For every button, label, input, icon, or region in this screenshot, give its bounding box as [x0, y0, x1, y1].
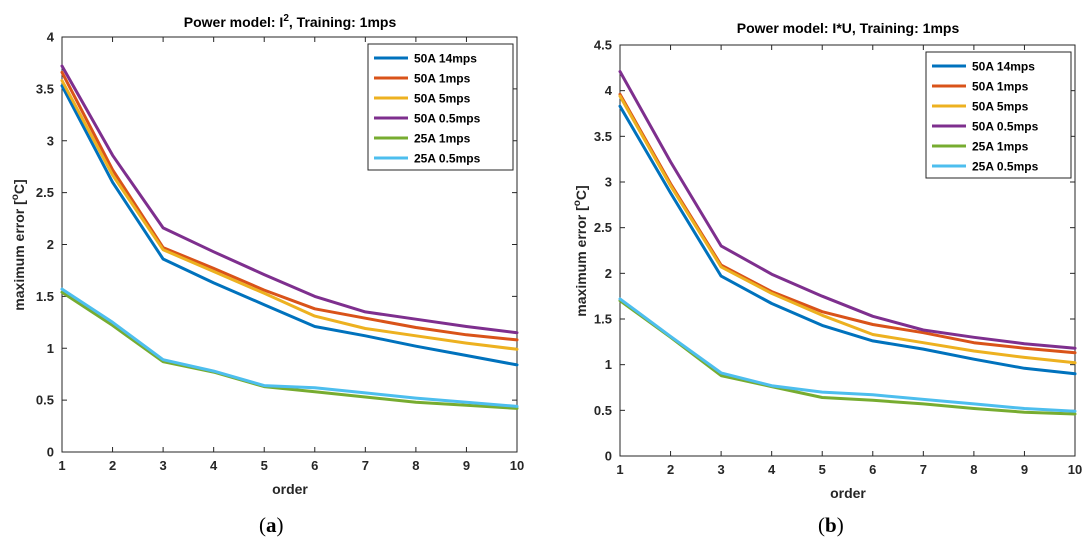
series-line [618, 70, 1077, 350]
x-tick-label: 5 [261, 458, 268, 473]
caption-a-letter: a [266, 513, 277, 537]
caption-b: (b) [818, 513, 844, 538]
y-tick-label: 4 [605, 83, 613, 98]
y-tick-label: 0 [47, 445, 54, 460]
y-tick-label: 0.5 [594, 403, 612, 418]
x-tick-label: 6 [869, 462, 876, 477]
chart-title-text: Power model: I [184, 14, 284, 30]
y-axis-label-text: maximum error [ [573, 206, 589, 317]
series-line [618, 297, 1077, 413]
series-line [60, 79, 519, 351]
x-tick-label: 8 [970, 462, 977, 477]
axes-box [619, 44, 1076, 457]
series-line [618, 104, 1077, 376]
caption-a-open: ( [259, 513, 266, 537]
y-axis-label-sup: o [10, 194, 21, 200]
legend-box [925, 51, 1072, 179]
y-tick-label: 4 [47, 30, 55, 45]
x-tick-label: 1 [616, 462, 623, 477]
y-axis-label-text: maximum error [ [11, 200, 27, 311]
legend-box [367, 43, 514, 171]
x-tick-label: 3 [717, 462, 724, 477]
series-line [60, 64, 519, 335]
legend-label: 50A 0.5mps [972, 120, 1039, 134]
x-tick-label: 9 [463, 458, 470, 473]
y-tick-label: 1.5 [594, 312, 612, 327]
x-tick-label: 9 [1021, 462, 1028, 477]
y-axis-label: maximum error [oC] [572, 185, 589, 316]
legend-label: 50A 0.5mps [414, 112, 481, 126]
chart-title-text: Power model: I*U, Training: 1mps [737, 20, 960, 36]
x-tick-label: 8 [412, 458, 419, 473]
legend-label: 50A 14mps [972, 60, 1035, 74]
legend-label: 25A 1mps [972, 140, 1029, 154]
chart-title: Power model: I*U, Training: 1mps [737, 20, 960, 36]
legend-label: 25A 1mps [414, 132, 471, 146]
legend-label: 25A 0.5mps [972, 160, 1039, 174]
x-tick-label: 7 [920, 462, 927, 477]
x-tick-label: 10 [510, 458, 524, 473]
legend-label: 50A 5mps [972, 100, 1029, 114]
y-axis-label-sup: o [572, 200, 583, 206]
y-tick-label: 4.5 [594, 38, 612, 53]
caption-a-close: ) [276, 513, 284, 537]
x-tick-label: 5 [819, 462, 826, 477]
y-tick-label: 1.5 [36, 289, 54, 304]
series-line [618, 94, 1077, 365]
y-tick-label: 3.5 [36, 81, 54, 96]
x-tick-label: 1 [58, 458, 65, 473]
legend-label: 50A 14mps [414, 52, 477, 66]
y-tick-label: 0 [605, 449, 612, 464]
chart-title-sup: 2 [283, 13, 289, 24]
caption-a: (a) [259, 513, 284, 538]
series-line [60, 84, 519, 367]
chart-title-text-2: , Training: 1mps [289, 14, 397, 30]
x-axis-label: order [272, 481, 308, 497]
y-tick-label: 2 [47, 237, 54, 252]
y-axis-label-text-2: C] [11, 179, 27, 194]
y-axis-label-text-2: C] [573, 185, 589, 200]
y-tick-label: 0.5 [36, 393, 54, 408]
chart-title: Power model: I2, Training: 1mps [184, 13, 397, 30]
series-line [60, 287, 519, 408]
series-line [60, 290, 519, 410]
chart-a: 1 2 3 4 5 6 7 8 9 10 0 0.5 1 1.5 2 2.5 3 3.5 4 Power model:… [10, 13, 524, 497]
legend-label: 50A 1mps [972, 80, 1029, 94]
legend-label: 25A 0.5mps [414, 152, 481, 166]
y-tick-label: 2 [605, 266, 612, 281]
x-tick-label: 6 [311, 458, 318, 473]
series-line [60, 70, 519, 342]
y-axis-label: maximum error [oC] [10, 179, 27, 310]
y-tick-label: 1 [605, 357, 612, 372]
y-tick-label: 3.5 [594, 129, 612, 144]
caption-b-close: ) [836, 513, 844, 537]
caption-b-open: ( [818, 513, 825, 537]
legend-label: 50A 5mps [414, 92, 471, 106]
y-tick-label: 3 [605, 175, 612, 190]
y-tick-label: 1 [47, 341, 54, 356]
x-tick-label: 7 [362, 458, 369, 473]
legend-label: 50A 1mps [414, 72, 471, 86]
x-tick-label: 2 [109, 458, 116, 473]
y-tick-label: 3 [47, 133, 54, 148]
x-axis-label: order [830, 485, 866, 501]
x-tick-label: 10 [1068, 462, 1082, 477]
x-tick-label: 2 [667, 462, 674, 477]
x-tick-label: 4 [768, 462, 776, 477]
x-tick-label: 3 [159, 458, 166, 473]
chart-b: 1 2 3 4 5 6 7 8 9 10 0 0.5 1 1.5 2 2.5 3 3.5 4 4.5 Power mod… [572, 20, 1082, 501]
x-tick-label: 4 [210, 458, 218, 473]
y-tick-label: 2.5 [36, 185, 54, 200]
y-tick-label: 2.5 [594, 220, 612, 235]
caption-b-letter: b [825, 513, 837, 537]
